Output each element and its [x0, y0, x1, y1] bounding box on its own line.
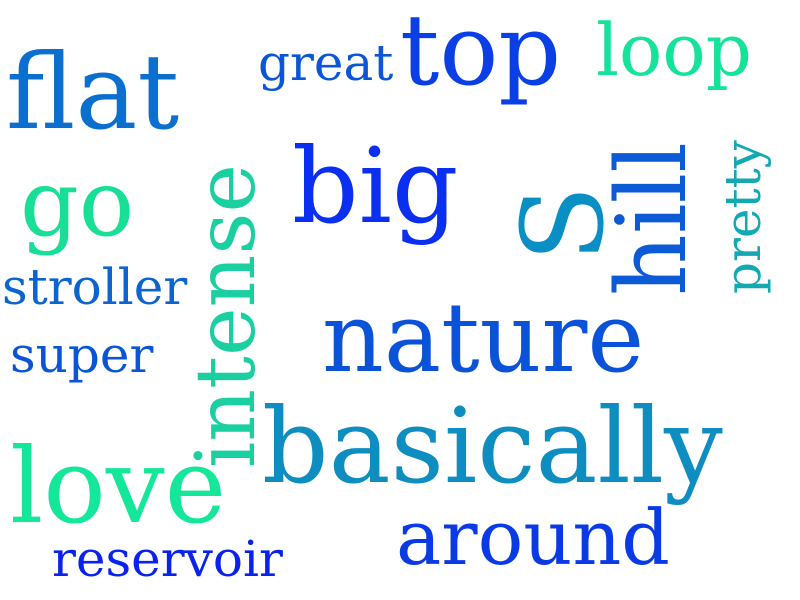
word-around: around: [396, 493, 670, 582]
word-super: super: [10, 326, 154, 384]
word-flat: flat: [6, 31, 180, 153]
word-stroller: stroller: [2, 258, 188, 316]
word-love: love: [10, 425, 227, 547]
word-reservoir: reservoir: [52, 530, 283, 588]
word-hill: hill: [596, 142, 708, 296]
word-great: great: [258, 34, 394, 92]
word-intense: intense: [179, 164, 274, 468]
word-loop: loop: [596, 8, 752, 92]
word-top: top: [400, 0, 562, 108]
word-basically: basically: [262, 385, 723, 507]
word-pretty: pretty: [714, 140, 772, 294]
word-go: go: [20, 150, 135, 257]
word-big: big: [292, 125, 459, 247]
word-nature: nature: [322, 282, 645, 394]
